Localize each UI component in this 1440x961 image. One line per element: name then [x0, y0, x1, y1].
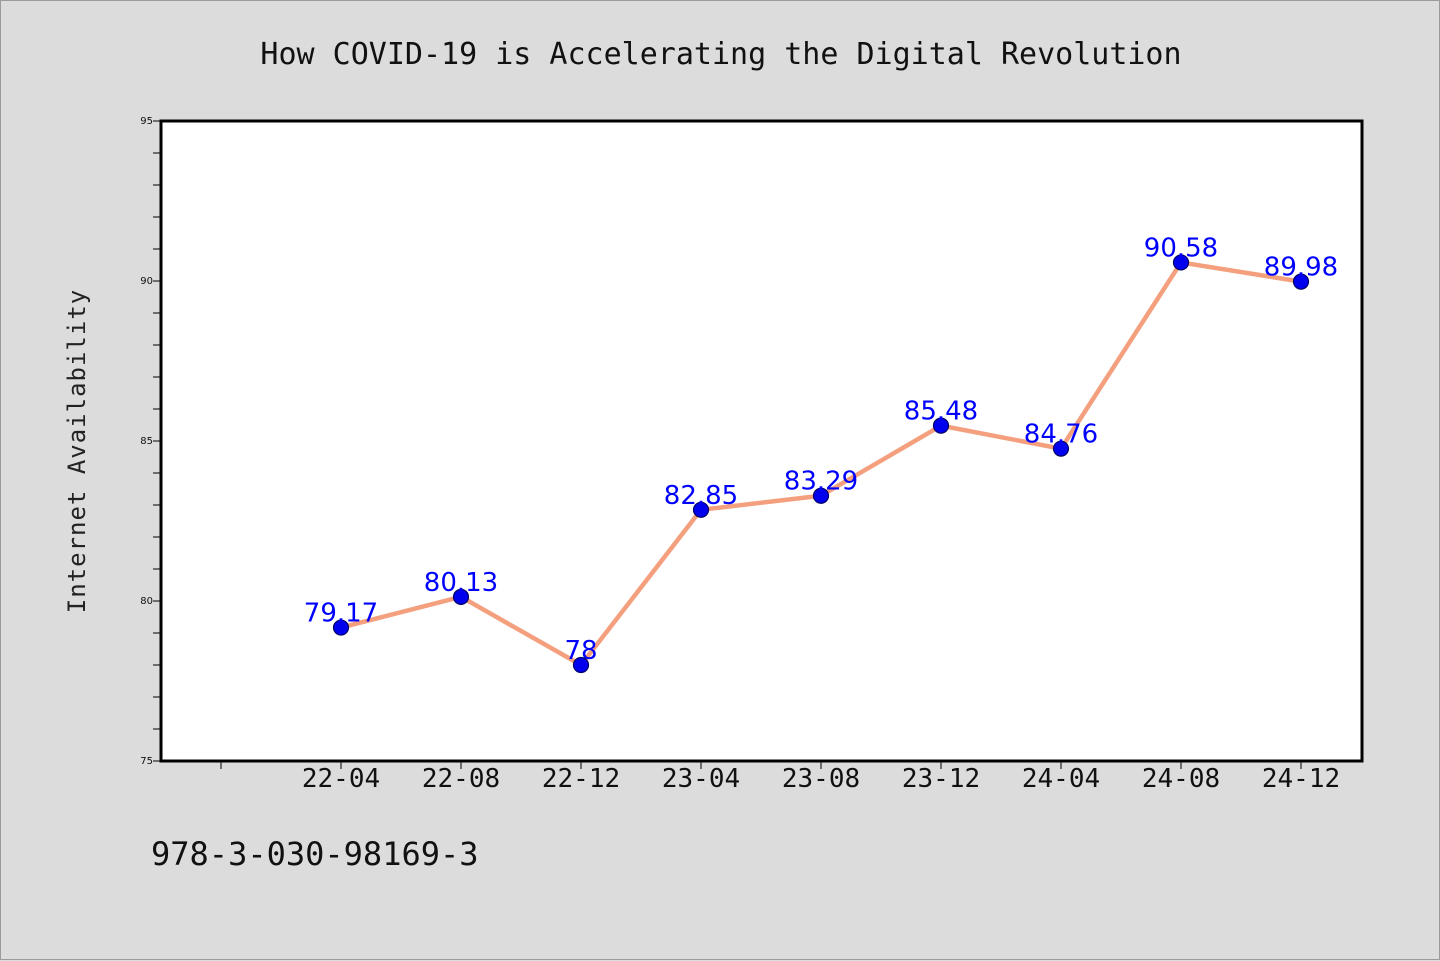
data-point — [812, 487, 830, 504]
y-axis-label: Internet Availability — [63, 289, 91, 613]
data-label: 89.98 — [1264, 253, 1338, 283]
x-axis: 22-04 22-08 22-12 23-04 23-08 23-12 24-04 24-08… — [220, 761, 1340, 794]
data-label: 78 — [564, 636, 597, 666]
data-point — [572, 656, 590, 674]
data-label: 82.85 — [664, 481, 738, 511]
data-point — [1052, 440, 1070, 457]
data-point — [932, 417, 950, 434]
data-label: 79.17 — [304, 599, 378, 629]
y-tick-label: 75 — [140, 756, 153, 767]
data-label: 84.76 — [1024, 420, 1098, 450]
x-tick-label: 24-04 — [1022, 764, 1100, 794]
data-point — [1172, 254, 1190, 271]
data-label: 80.13 — [424, 568, 498, 598]
x-tick-label: 22-08 — [422, 764, 500, 794]
y-axis: 75 80 85 90 95 — [140, 116, 161, 767]
x-tick-label: 22-04 — [302, 764, 380, 794]
data-label: 83.29 — [784, 467, 858, 497]
data-point — [692, 501, 710, 518]
x-tick-label: 23-12 — [902, 764, 980, 794]
data-label: 85.48 — [904, 397, 978, 427]
data-point — [332, 619, 350, 636]
x-tick-label: 24-12 — [1262, 764, 1340, 794]
chart-title: How COVID-19 is Accelerating the Digital… — [260, 37, 1181, 72]
data-label: 90.58 — [1144, 233, 1218, 263]
footer-isbn: 978-3-030-98169-3 — [151, 835, 479, 873]
y-tick-label: 95 — [140, 116, 153, 127]
x-tick-label: 22-12 — [542, 764, 620, 794]
y-tick-label: 80 — [140, 596, 153, 607]
y-tick-label: 85 — [140, 436, 153, 447]
x-tick-label: 24-08 — [1142, 764, 1220, 794]
series-group: 79.17 80.13 78 82.85 83.29 85.48 84.76 90.58 89.… — [304, 233, 1338, 674]
y-tick-label: 90 — [140, 276, 153, 287]
plot-area — [159, 119, 1364, 763]
data-point — [1292, 273, 1310, 290]
x-tick-label: 23-08 — [782, 764, 860, 794]
x-tick-label: 23-04 — [662, 764, 740, 794]
data-point — [452, 588, 470, 605]
